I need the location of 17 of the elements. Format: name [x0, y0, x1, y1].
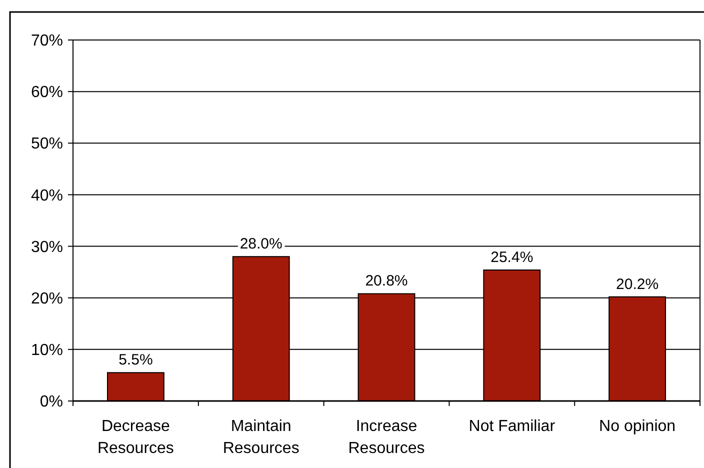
x-tick-label: Decrease Resources [97, 418, 174, 457]
y-tick-label: 10% [30, 342, 63, 360]
y-tick-label: 70% [30, 32, 63, 50]
y-tick-label: 0% [40, 394, 63, 411]
data-label: 25.4% [490, 249, 534, 266]
x-tick-label: Increase Resources [348, 418, 425, 457]
y-tick-label: 20% [30, 290, 63, 308]
data-label: 20.2% [616, 276, 659, 293]
x-tick-label: No opinion [599, 418, 676, 435]
y-tick-label: 60% [30, 84, 63, 102]
y-tick-label: 40% [30, 187, 63, 204]
x-tick-label: Maintain Resources [222, 418, 300, 457]
x-tick-label: Not Familiar [468, 418, 556, 435]
data-label: 20.8% [365, 272, 408, 290]
y-tick-label: 50% [30, 136, 63, 153]
data-label: 5.5% [118, 352, 153, 369]
y-tick-label: 30% [30, 238, 63, 256]
